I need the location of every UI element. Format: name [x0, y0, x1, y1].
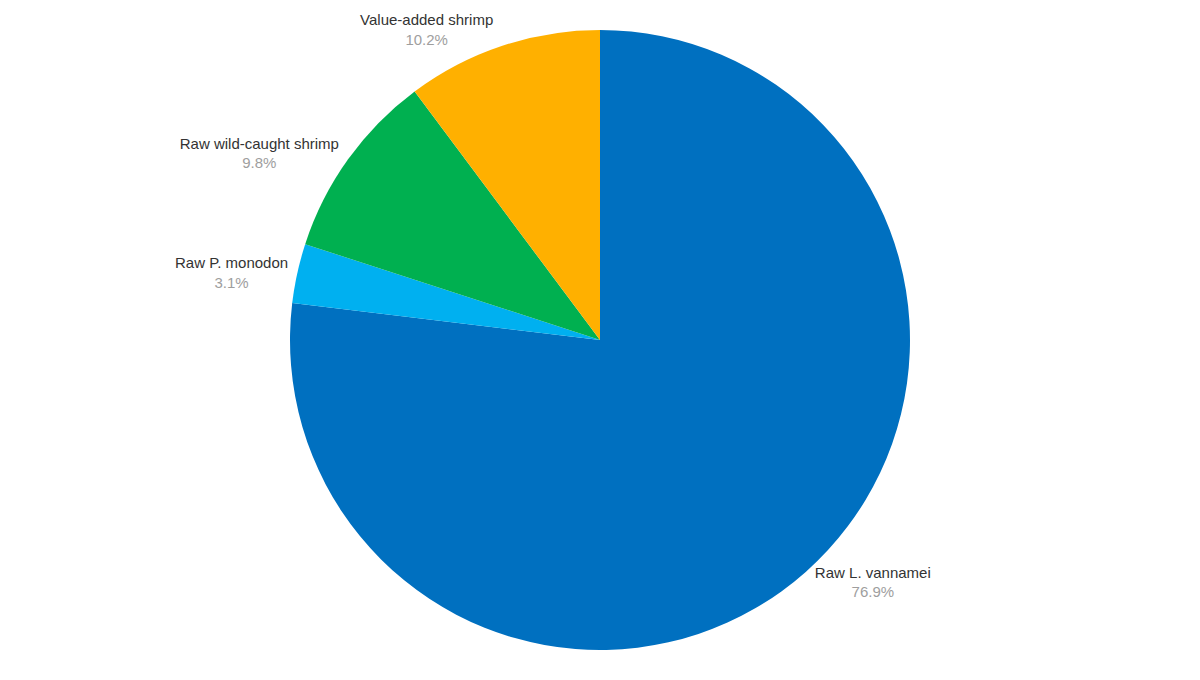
svg-text:Raw L. vannamei76.9%: Raw L. vannamei76.9%	[815, 564, 931, 601]
svg-text:Value-added shrimp10.2%: Value-added shrimp10.2%	[360, 11, 493, 48]
svg-text:Raw wild-caught shrimp9.8%: Raw wild-caught shrimp9.8%	[180, 135, 339, 172]
svg-text:Raw P. monodon3.1%: Raw P. monodon3.1%	[175, 254, 288, 291]
